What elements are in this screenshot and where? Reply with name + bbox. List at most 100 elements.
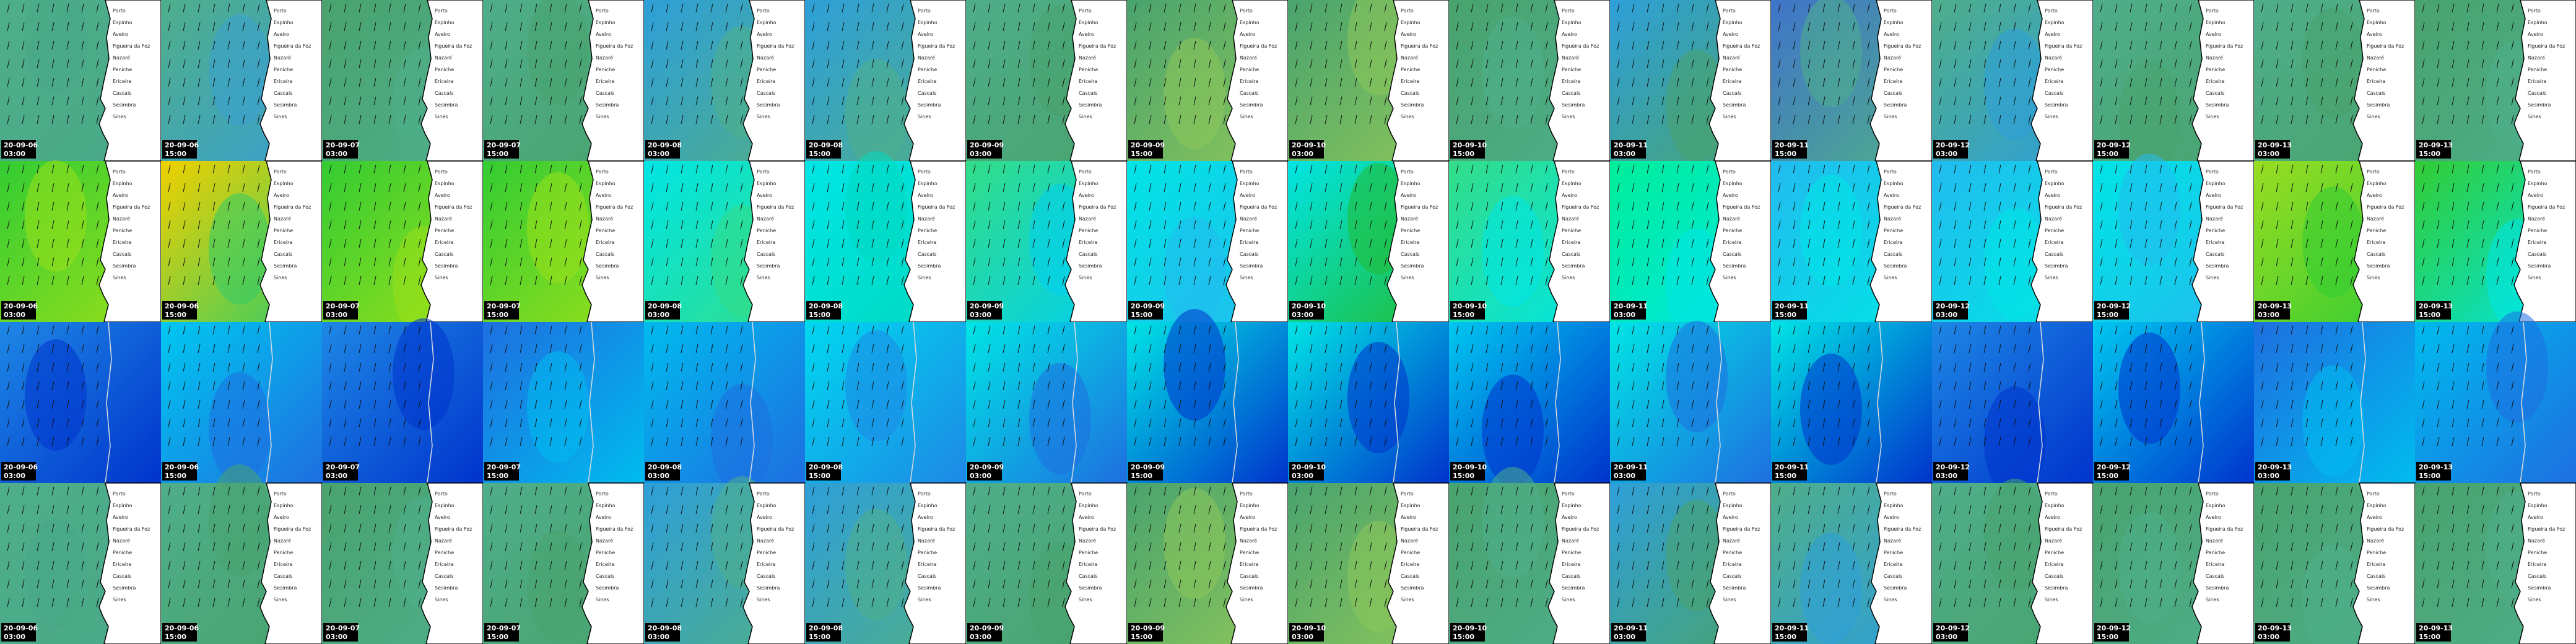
field-patch — [209, 14, 271, 126]
wind-arrow — [666, 183, 669, 193]
wind-arrow — [1003, 505, 1006, 515]
field-patch — [1482, 196, 1544, 307]
wind-arrow — [51, 164, 54, 174]
place-label: Porto — [435, 8, 448, 14]
place-label: Cascais — [596, 90, 614, 96]
wind-arrow — [490, 560, 493, 570]
wind-arrow — [534, 579, 537, 589]
wind-arrow — [1369, 238, 1372, 248]
wind-arrow — [1310, 399, 1313, 409]
place-label: Aveiro — [113, 193, 128, 198]
wind-arrow — [2261, 276, 2264, 285]
wind-arrow — [66, 362, 69, 372]
wind-arrow — [22, 276, 25, 285]
place-label: Porto — [1562, 491, 1575, 497]
wind-arrow — [666, 399, 669, 409]
wind-arrow — [725, 523, 728, 533]
wind-arrow — [2452, 257, 2455, 267]
wind-arrow — [740, 399, 743, 409]
wind-arrow — [418, 77, 421, 87]
wind-arrow — [2144, 486, 2147, 496]
place-label: Cascais — [2367, 90, 2385, 96]
place-label: Aveiro — [757, 515, 772, 520]
place-label: Peniche — [113, 67, 132, 72]
wind-arrow — [1193, 238, 1196, 248]
wind-arrow — [1676, 486, 1679, 496]
wind-arrow — [505, 59, 508, 69]
place-label: Nazaré — [1884, 54, 1901, 61]
wind-arrow — [344, 96, 347, 106]
wind-arrow — [490, 579, 493, 589]
wind-arrow — [1939, 325, 1942, 335]
place-label: Nazaré — [435, 54, 452, 61]
wind-arrow — [2466, 164, 2469, 174]
place-label: Sesimbra — [435, 585, 458, 591]
wind-arrow — [1339, 276, 1342, 285]
